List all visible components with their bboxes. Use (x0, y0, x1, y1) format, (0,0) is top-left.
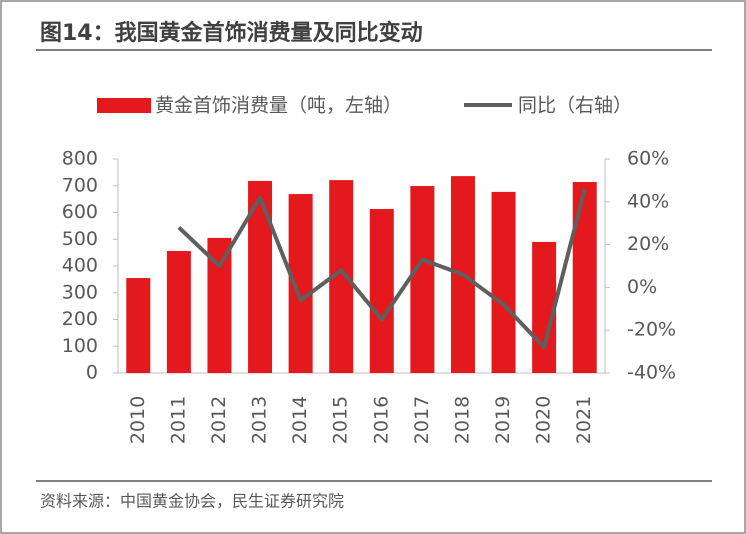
line (177, 188, 587, 350)
x-tick-label: 2014 (289, 396, 311, 444)
y-tick-label: 0 (86, 362, 98, 384)
y-tick-label: 600 (62, 201, 98, 223)
y-tick-label: 100 (62, 335, 98, 357)
bar (572, 182, 597, 373)
bar (369, 209, 394, 373)
bar (126, 278, 151, 373)
y2-tick-label: 0% (627, 276, 657, 298)
chart-title: 图14：我国黄金首饰消费量及同比变动 (40, 20, 423, 46)
y-tick-label: 800 (62, 148, 98, 170)
y-tick-label: 300 (62, 281, 98, 303)
x-tick-label: 2010 (127, 396, 149, 444)
x-tick-label: 2018 (451, 396, 473, 444)
y-tick-label: 400 (62, 255, 98, 277)
bar (410, 186, 435, 373)
x-tick-label: 2016 (370, 396, 392, 444)
bar (491, 191, 516, 373)
y2-tick-label: 40% (627, 190, 669, 212)
legend-label: 同比（右轴） (518, 95, 632, 117)
y-tick-label: 500 (62, 228, 98, 250)
x-tick-label: 2013 (249, 396, 271, 444)
x-tick-label: 2011 (167, 396, 189, 444)
x-tick-label: 2012 (208, 396, 230, 444)
legend-label: 黄金首饰消费量（吨，左轴） (155, 95, 402, 117)
legend-swatch (97, 98, 151, 113)
y2-tick-label: -40% (627, 362, 676, 384)
x-tick-label: 2017 (411, 396, 433, 444)
y-tick-label: 700 (62, 174, 98, 196)
y-tick-label: 200 (62, 308, 98, 330)
x-tick-label: 2015 (330, 396, 352, 444)
x-tick-label: 2019 (492, 396, 514, 444)
bar (166, 251, 191, 373)
x-tick-label: 2020 (533, 396, 555, 444)
source: 资料来源：中国黄金协会，民生证券研究院 (40, 492, 344, 511)
y2-tick-label: -20% (627, 319, 676, 341)
bar (532, 241, 557, 373)
y2-tick-label: 20% (627, 233, 669, 255)
x-tick-label: 2021 (573, 396, 595, 444)
y2-tick-label: 60% (627, 148, 669, 170)
